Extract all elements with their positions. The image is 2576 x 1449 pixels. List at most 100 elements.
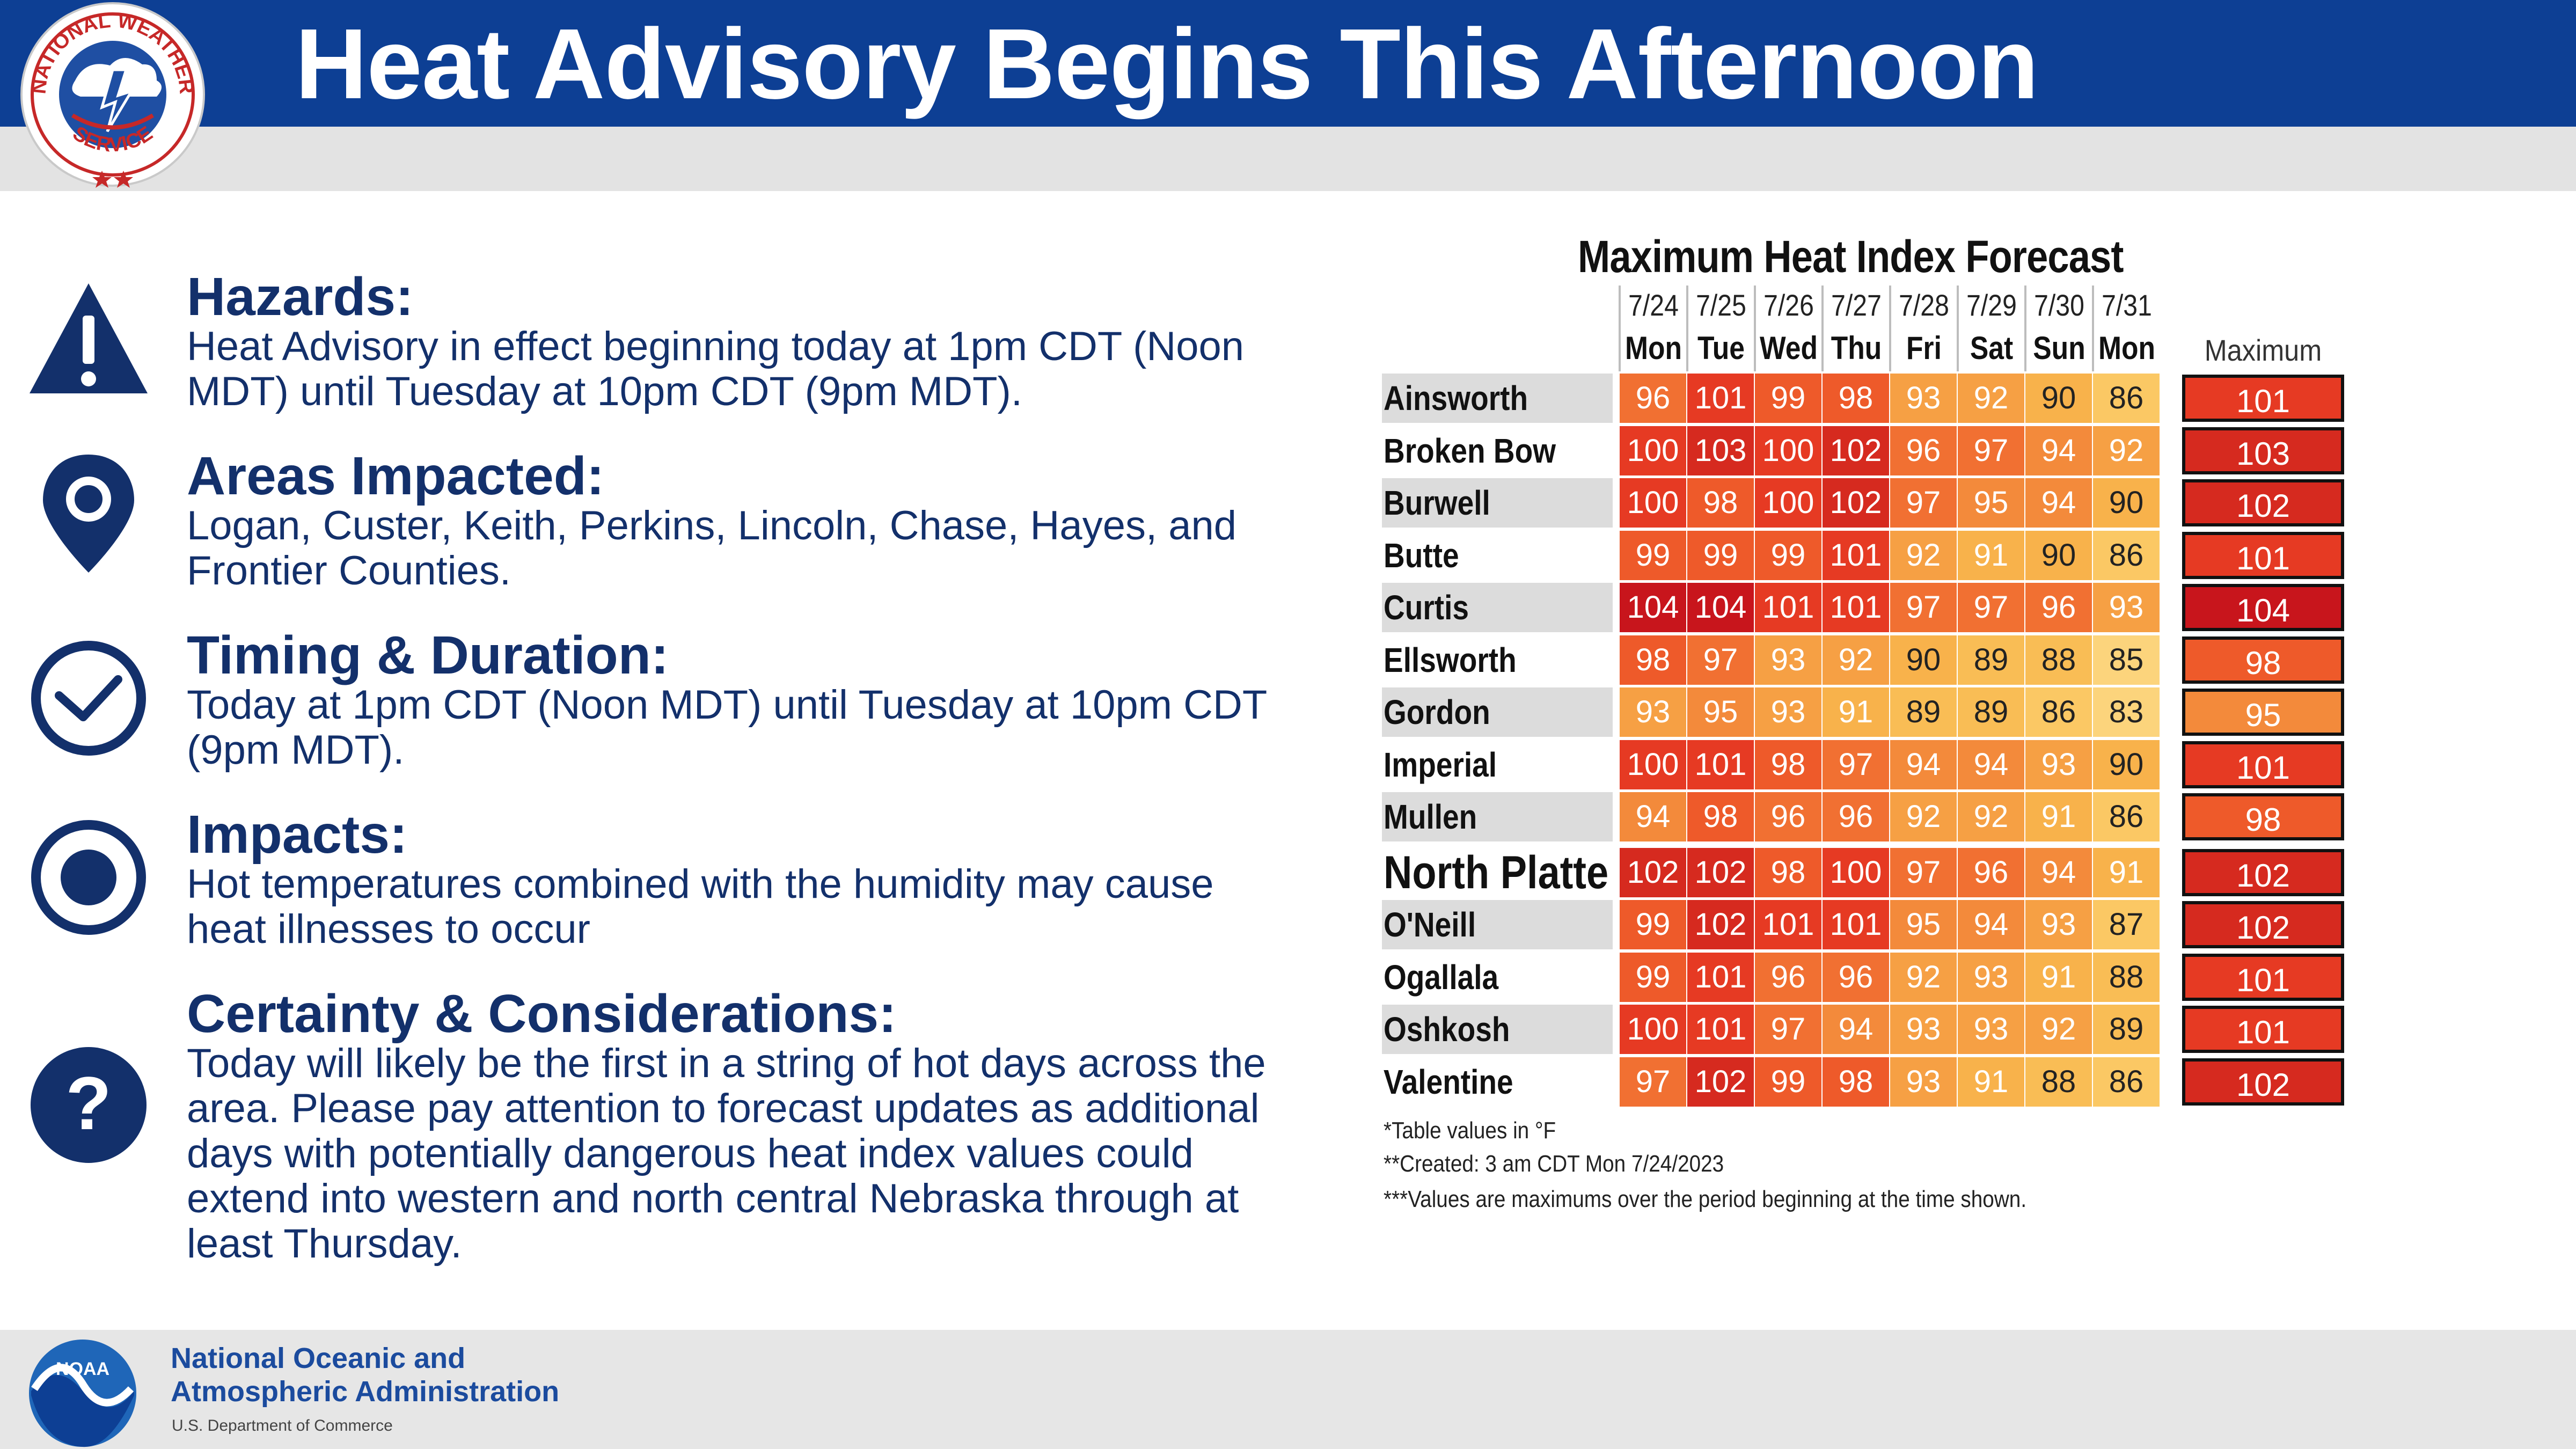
table-row-background — [1382, 478, 1613, 528]
nws-logo: NATIONAL WEATHER SERVICE — [20, 2, 205, 188]
table-note-maximums: ***Values are maximums over the period b… — [1384, 1186, 2027, 1212]
heat-index-cell: 91 — [1823, 687, 1889, 737]
heat-index-cell: 90 — [2093, 478, 2160, 528]
heat-index-cell: 101 — [1823, 583, 1889, 632]
heat-index-cell: 93 — [1620, 687, 1686, 737]
heat-index-cell: 88 — [2093, 952, 2160, 1002]
maximum-cell: 101 — [2182, 1006, 2344, 1053]
maximum-cell: 101 — [2182, 953, 2344, 1001]
maximum-column-header: Maximum — [2204, 333, 2322, 367]
question-icon: ? — [31, 1047, 147, 1163]
heat-index-cell: 88 — [2025, 1057, 2092, 1107]
row-location-name: Butte — [1384, 536, 1459, 575]
section-title: Timing & Duration: — [187, 625, 669, 685]
heat-index-cell: 90 — [1890, 635, 1957, 685]
heat-index-cell: 97 — [1687, 635, 1754, 685]
table-row-background — [1382, 740, 1613, 789]
heat-index-cell: 92 — [1890, 952, 1957, 1002]
heat-index-cell: 91 — [1958, 1057, 2024, 1107]
heat-index-cell: 96 — [2025, 583, 2092, 632]
section-hazards: Hazards: Heat Advisory in effect beginni… — [0, 267, 1320, 428]
heat-index-cell: 93 — [1755, 635, 1821, 685]
heat-index-cell: 95 — [1687, 687, 1754, 737]
table-row-background — [1382, 847, 1613, 897]
header-sub-band — [0, 127, 2576, 191]
column-day: Mon — [2098, 330, 2156, 366]
column-day: Wed — [1759, 330, 1818, 366]
heat-index-cell: 98 — [1823, 374, 1889, 423]
heat-index-cell: 94 — [1958, 900, 2024, 949]
heat-index-cell: 88 — [2025, 635, 2092, 685]
heat-index-cell: 92 — [1890, 530, 1957, 580]
heat-index-cell: 90 — [2025, 530, 2092, 580]
heat-index-cell: 96 — [1823, 952, 1889, 1002]
heat-index-cell: 101 — [1823, 900, 1889, 949]
heat-index-cell: 104 — [1687, 583, 1754, 632]
table-row-background — [1382, 635, 1613, 685]
heat-index-cell: 97 — [1823, 740, 1889, 789]
table-row-background — [1382, 374, 1613, 423]
table-note-units: *Table values in °F — [1384, 1117, 1556, 1144]
heat-index-cell: 96 — [1890, 426, 1957, 475]
table-row-background — [1382, 426, 1613, 475]
section-certainty: ? Certainty & Considerations: Today will… — [0, 984, 1320, 1267]
heat-index-cell: 93 — [1890, 374, 1957, 423]
table-row-background — [1382, 530, 1613, 580]
heat-index-cell: 83 — [2093, 687, 2160, 737]
heat-index-cell: 101 — [1755, 583, 1821, 632]
noaa-logo: NOAA — [29, 1340, 136, 1447]
warning-icon — [30, 283, 148, 393]
heat-index-cell: 92 — [1823, 635, 1889, 685]
heat-index-cell: 96 — [1755, 952, 1821, 1002]
heat-index-cell: 98 — [1823, 1057, 1889, 1107]
column-date: 7/30 — [2034, 288, 2084, 322]
heat-index-cell: 95 — [1958, 478, 2024, 528]
heat-index-cell: 99 — [1755, 374, 1821, 423]
maximum-cell: 102 — [2182, 479, 2344, 526]
section-title: Areas Impacted: — [187, 446, 605, 506]
column-day: Sat — [1970, 330, 2014, 366]
row-location-name: O'Neill — [1384, 905, 1476, 944]
maximum-cell: 102 — [2182, 1058, 2344, 1106]
location-pin-icon — [43, 455, 134, 573]
heat-index-cell: 90 — [2025, 374, 2092, 423]
noaa-name-line1: National Oceanic and — [171, 1342, 466, 1374]
heat-index-cell: 97 — [1958, 583, 2024, 632]
heat-index-cell: 97 — [1755, 1005, 1821, 1054]
maximum-cell: 103 — [2182, 427, 2344, 474]
column-date: 7/28 — [1899, 288, 1949, 322]
heat-index-cell: 99 — [1755, 1057, 1821, 1107]
section-body: Hot temperatures combined with the humid… — [187, 861, 1214, 952]
heat-index-cell: 98 — [1687, 478, 1754, 528]
heat-index-cell: 91 — [2025, 792, 2092, 841]
column-date: 7/27 — [1831, 288, 1882, 322]
section-timing: Timing & Duration: Today at 1pm CDT (Noo… — [0, 626, 1320, 787]
heat-index-cell: 92 — [1958, 792, 2024, 841]
heat-index-cell: 97 — [1620, 1057, 1686, 1107]
heat-index-cell: 102 — [1823, 426, 1889, 475]
heat-index-cell: 93 — [1958, 1005, 2024, 1054]
heat-index-cell: 93 — [1755, 687, 1821, 737]
heat-index-cell: 94 — [1890, 740, 1957, 789]
column-date: 7/31 — [2102, 288, 2152, 322]
heat-index-cell: 99 — [1620, 952, 1686, 1002]
heat-index-cell: 102 — [1687, 847, 1754, 897]
heat-index-cell: 103 — [1687, 426, 1754, 475]
section-body: Today at 1pm CDT (Noon MDT) until Tuesda… — [187, 682, 1267, 773]
heat-index-cell: 99 — [1620, 900, 1686, 949]
heat-index-cell: 97 — [1890, 583, 1957, 632]
heat-index-cell: 101 — [1687, 374, 1754, 423]
heat-index-cell: 102 — [1823, 478, 1889, 528]
row-location-name: Imperial — [1384, 745, 1497, 784]
heat-index-cell: 94 — [2025, 478, 2092, 528]
heat-index-cell: 100 — [1755, 426, 1821, 475]
column-day: Tue — [1697, 330, 1745, 366]
heat-index-cell: 100 — [1620, 740, 1686, 789]
heat-index-cell: 89 — [2093, 1005, 2160, 1054]
heat-index-cell: 87 — [2093, 900, 2160, 949]
heat-index-cell: 91 — [1958, 530, 2024, 580]
footer — [0, 1330, 2576, 1449]
column-day: Mon — [1624, 330, 1682, 366]
heat-index-cell: 100 — [1755, 478, 1821, 528]
maximum-cell: 98 — [2182, 793, 2344, 840]
